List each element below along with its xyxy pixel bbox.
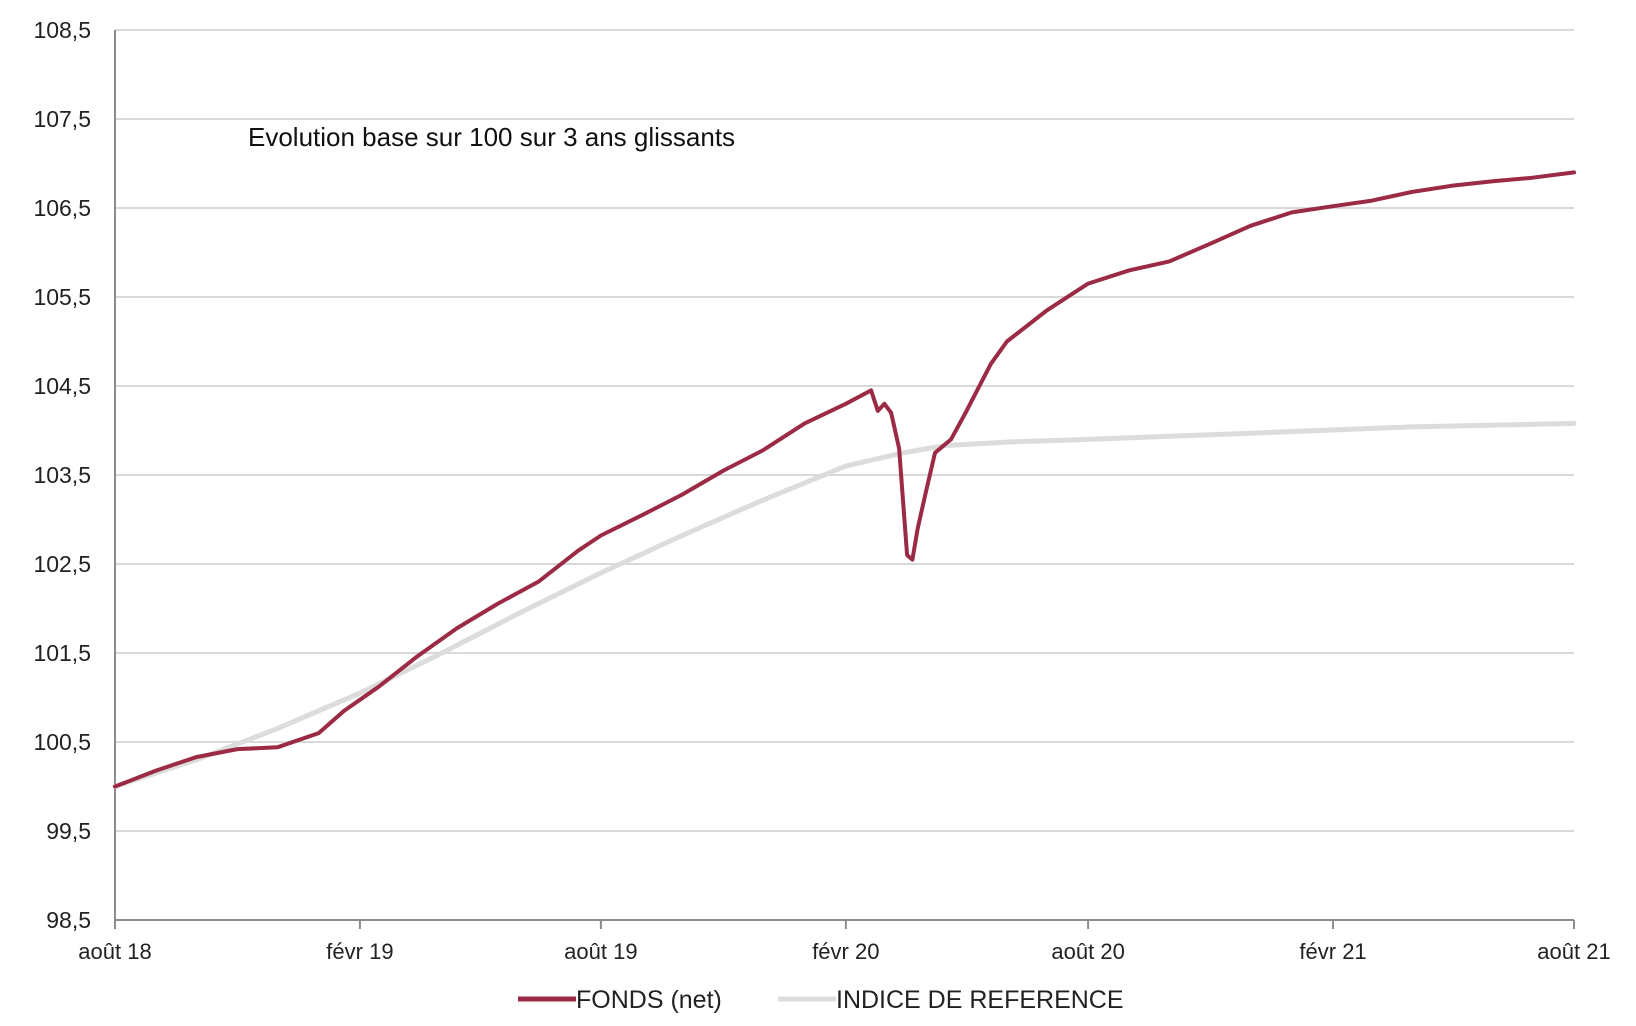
series-line-fonds [113, 170, 1576, 789]
axes: 108,5 107,5 106,5 105,5 104,5 103,5 102,5 101,5… [33, 17, 1610, 964]
y-tick-label: 106,5 [33, 195, 91, 221]
chart-title: Evolution base sur 100 sur 3 ans glissan… [248, 122, 735, 152]
y-tick-label: 99,5 [46, 818, 91, 844]
legend-label: FONDS (net) [576, 986, 722, 1014]
x-tick-label: août 20 [1051, 939, 1124, 964]
x-tick-label: août 21 [1537, 939, 1610, 964]
y-tick-label: 107,5 [33, 106, 91, 132]
gridlines [115, 29, 1574, 832]
series-lines [112, 170, 1577, 789]
x-tick-label: févr 20 [812, 939, 879, 964]
legend: FONDS (net) INDICE DE REFERENCE [518, 986, 1124, 1014]
x-tick-label: févr 19 [326, 939, 393, 964]
legend-label: INDICE DE REFERENCE [836, 986, 1124, 1014]
y-tick-label: 104,5 [33, 373, 91, 399]
y-tick-label: 100,5 [33, 729, 91, 755]
y-tick-label: 103,5 [33, 462, 91, 488]
y-tick-label: 98,5 [46, 907, 91, 933]
x-tick-label: févr 21 [1299, 939, 1366, 964]
x-tick-label: août 19 [564, 939, 637, 964]
y-tick-label: 108,5 [33, 17, 91, 43]
y-tick-label: 101,5 [33, 640, 91, 666]
y-tick-label: 105,5 [33, 284, 91, 310]
x-tick-label: août 18 [78, 939, 151, 964]
series-line-indice [112, 420, 1577, 789]
y-tick-label: 102,5 [33, 551, 91, 577]
